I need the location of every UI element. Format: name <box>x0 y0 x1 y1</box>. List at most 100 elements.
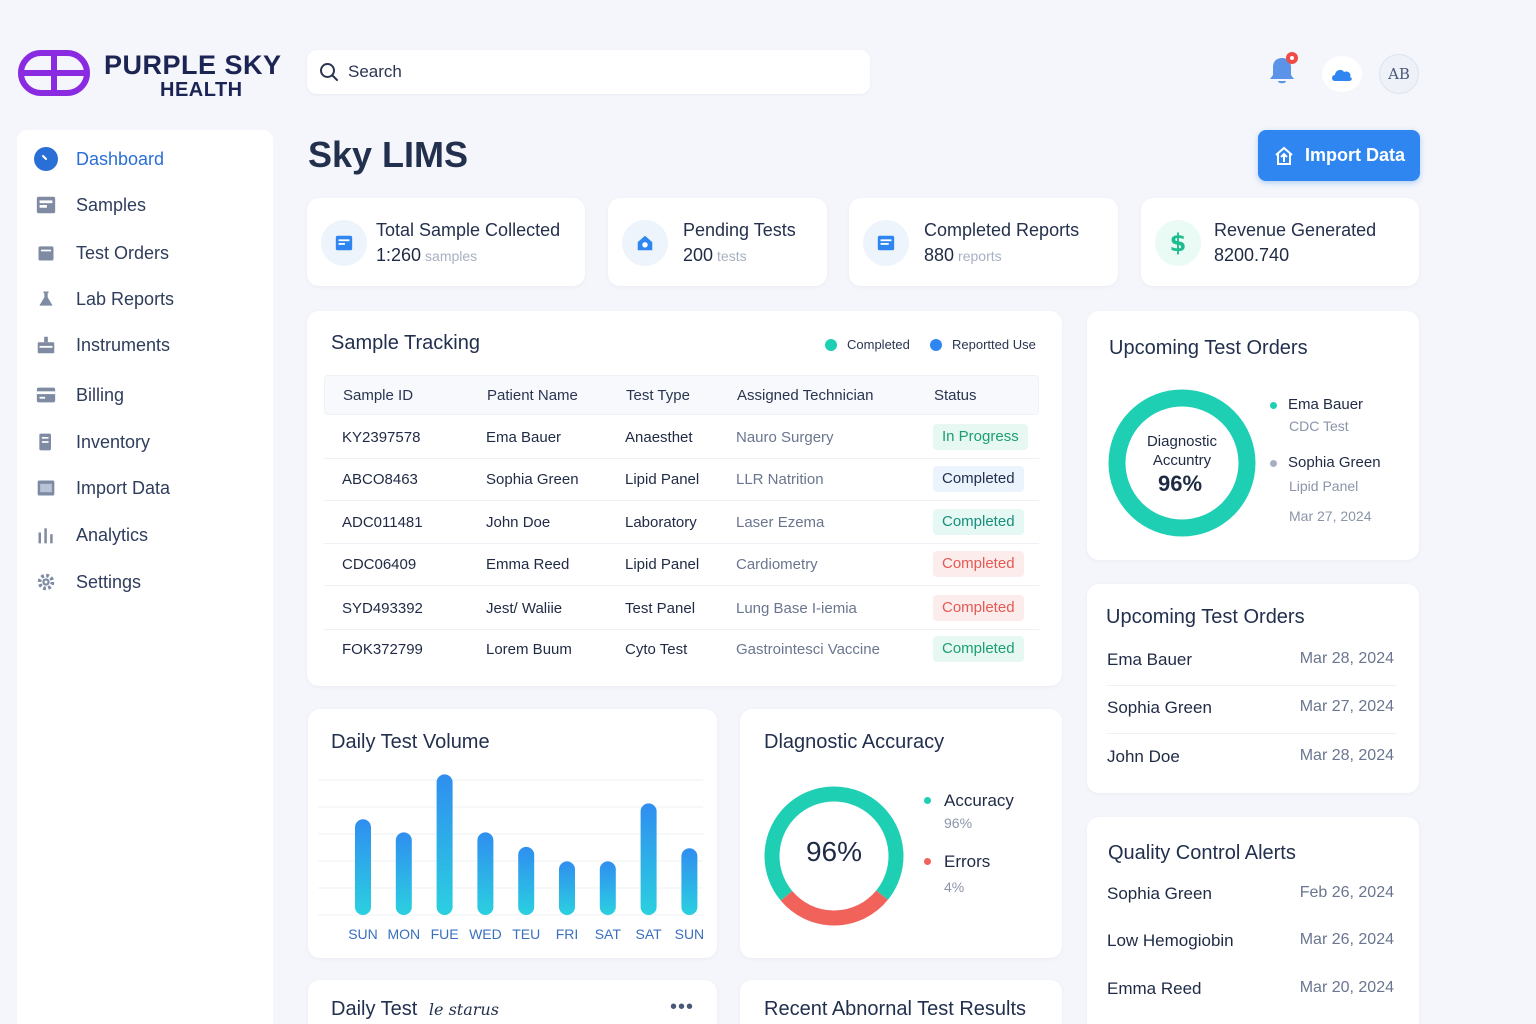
brand-logo[interactable]: PURPLE SKY HEALTH <box>18 46 281 106</box>
bar-mon[interactable] <box>395 832 412 915</box>
avatar[interactable]: AB <box>1379 54 1419 94</box>
legend-swatch <box>930 338 942 351</box>
slice-accuracy[interactable] <box>764 786 904 901</box>
daily-test-status-card <box>308 980 717 1024</box>
divider <box>1106 685 1396 686</box>
legend-swatch <box>924 858 931 865</box>
import-data-button-label: Import Data <box>1304 145 1405 165</box>
search-input[interactable] <box>348 62 828 82</box>
daily-volume-chart: SUN MON FUE WED TEU FRI SAT SAT SUN <box>318 774 704 942</box>
bar-wed[interactable] <box>477 832 494 915</box>
sample-id-cell: ADC011481 <box>342 514 423 531</box>
cloud-icon <box>1332 69 1352 81</box>
technician-cell: Cardiometry <box>736 556 818 573</box>
bar-fri[interactable] <box>559 861 575 915</box>
sidebar-item-analytics[interactable]: Analytics <box>33 518 148 552</box>
upcoming-orders-title: Upcoming Test Orders <box>1109 337 1308 359</box>
import-icon <box>33 475 59 501</box>
import-data-button[interactable]: Import Data <box>1258 130 1420 181</box>
technician-cell: Lung Base I-iemia <box>736 600 857 617</box>
list-item[interactable]: Low Hemogiobin Mar 26, 2024 <box>1106 923 1396 963</box>
x-tick-label: TEU <box>512 926 540 942</box>
notifications-button[interactable] <box>1262 50 1302 90</box>
sidebar-item-label: Dashboard <box>76 148 165 169</box>
legend-swatch <box>1270 402 1277 409</box>
sample-id-cell: FOK372799 <box>342 641 423 658</box>
list-item-name: Sophia Green <box>1107 884 1212 903</box>
x-tick-label: FRI <box>556 926 579 942</box>
sidebar-item-import-data[interactable]: Import Data <box>33 471 170 505</box>
upcoming-orders-list-title: Upcoming Test Orders <box>1106 606 1305 628</box>
sample-id-cell: SYD493392 <box>342 600 423 617</box>
quality-alerts-title: Quality Control Alerts <box>1108 842 1296 864</box>
instrument-icon <box>33 332 59 358</box>
sample-tracking-title: Sample Tracking <box>331 332 480 354</box>
status-badge: Completed <box>933 595 1024 621</box>
sidebar-item-test-orders[interactable]: Test Orders <box>33 236 169 270</box>
stat-card-total-samples: Total Sample Collected 1:260 samples <box>307 198 585 286</box>
table-row[interactable]: KY2397578 Ema Bauer Anaesthet Nauro Surgery… <box>324 417 1039 459</box>
sample-id-cell: KY2397578 <box>342 429 421 446</box>
table-row[interactable]: FOK372799 Lorem Buum Cyto Test Gastrointesc… <box>324 629 1039 671</box>
bar-sun[interactable] <box>681 848 698 915</box>
bar-sat[interactable] <box>599 861 616 915</box>
sidebar-item-inventory[interactable]: Inventory <box>33 425 150 459</box>
list-item-name: Low Hemogiobin <box>1107 931 1234 950</box>
slice-errors[interactable] <box>780 890 888 926</box>
sidebar-item-label: Test Orders <box>76 242 170 263</box>
report-icon <box>863 220 909 266</box>
sidebar-item-samples[interactable]: Samples <box>33 188 146 222</box>
column-header[interactable]: Sample ID <box>343 387 414 404</box>
table-row[interactable]: ADC011481 John Doe Laboratory Laser Ezema Co… <box>324 502 1039 544</box>
search-bar[interactable] <box>307 50 870 94</box>
column-header[interactable]: Status <box>934 387 977 404</box>
more-options-icon[interactable]: ••• <box>670 996 695 1018</box>
list-item-name: John Doe <box>1107 747 1180 766</box>
test-type-cell: Anaesthet <box>625 429 693 446</box>
list-item[interactable]: Sophia Green Mar 27, 2024 <box>1106 690 1396 730</box>
sidebar-item-billing[interactable]: Billing <box>33 378 124 412</box>
list-item[interactable]: John Doe Mar 28, 2024 <box>1106 739 1396 779</box>
stat-label: Pending Tests <box>683 220 796 240</box>
cloud-sync-button[interactable] <box>1322 56 1362 92</box>
column-header[interactable]: Patient Name <box>487 387 578 404</box>
bar-sun[interactable] <box>355 819 371 915</box>
list-item[interactable]: Ema Bauer Mar 28, 2024 <box>1106 642 1396 682</box>
x-tick-label: SUN <box>348 926 378 942</box>
sidebar-item-lab-reports[interactable]: Lab Reports <box>33 282 174 316</box>
list-item[interactable]: Emma Reed Mar 20, 2024 <box>1106 971 1396 1011</box>
list-item-name: Ema Bauer <box>1107 650 1193 669</box>
bar-sat[interactable] <box>640 803 657 915</box>
table-row[interactable]: ABCO8463 Sophia Green Lipid Panel LLR Natri… <box>324 459 1039 501</box>
patient-name-cell: Lorem Buum <box>486 641 572 658</box>
column-header[interactable]: Assigned Technician <box>737 387 874 404</box>
table-header: Sample ID Patient Name Test Type Assigne… <box>324 375 1039 415</box>
x-tick-label: SAT <box>595 926 622 942</box>
stat-card-pending-tests: Pending Tests 200 tests <box>608 198 827 286</box>
upcoming-date: Mar 27, 2024 <box>1289 508 1372 524</box>
dashboard-icon <box>33 146 59 172</box>
test-type-cell: Test Panel <box>625 600 696 617</box>
billing-icon <box>33 382 59 408</box>
table-row[interactable]: SYD493392 Jest/ Waliie Test Panel Lung Base… <box>324 588 1039 630</box>
x-tick-label: WED <box>469 926 502 942</box>
x-tick-label: FUE <box>431 926 459 942</box>
bar-teu[interactable] <box>518 846 535 915</box>
patient-name-cell: Jest/ Waliie <box>486 600 563 617</box>
column-header[interactable]: Test Type <box>626 387 690 404</box>
sample-id-cell: CDC06409 <box>342 556 417 573</box>
donut-center-label: Diagnostic Accuntry <box>1146 433 1218 469</box>
sidebar-item-label: Instruments <box>76 334 171 355</box>
table-row[interactable]: CDC06409 Emma Reed Lipid Panel Cardiometry C… <box>324 544 1039 586</box>
sidebar-item-instruments[interactable]: Instruments <box>33 328 170 362</box>
sidebar-item-dashboard[interactable]: Dashboard <box>33 142 164 176</box>
status-badge: Completed <box>933 466 1024 492</box>
import-icon <box>1275 146 1293 165</box>
patient-name-cell: John Doe <box>486 514 551 531</box>
bar-fue[interactable] <box>436 774 453 915</box>
test-type-cell: Cyto Test <box>625 641 688 658</box>
list-item[interactable]: Sophia Green Feb 26, 2024 <box>1106 876 1396 916</box>
status-badge: Completed <box>933 636 1024 662</box>
sidebar-item-settings[interactable]: Settings <box>33 565 141 599</box>
stat-value: 880 reports <box>924 245 1002 265</box>
